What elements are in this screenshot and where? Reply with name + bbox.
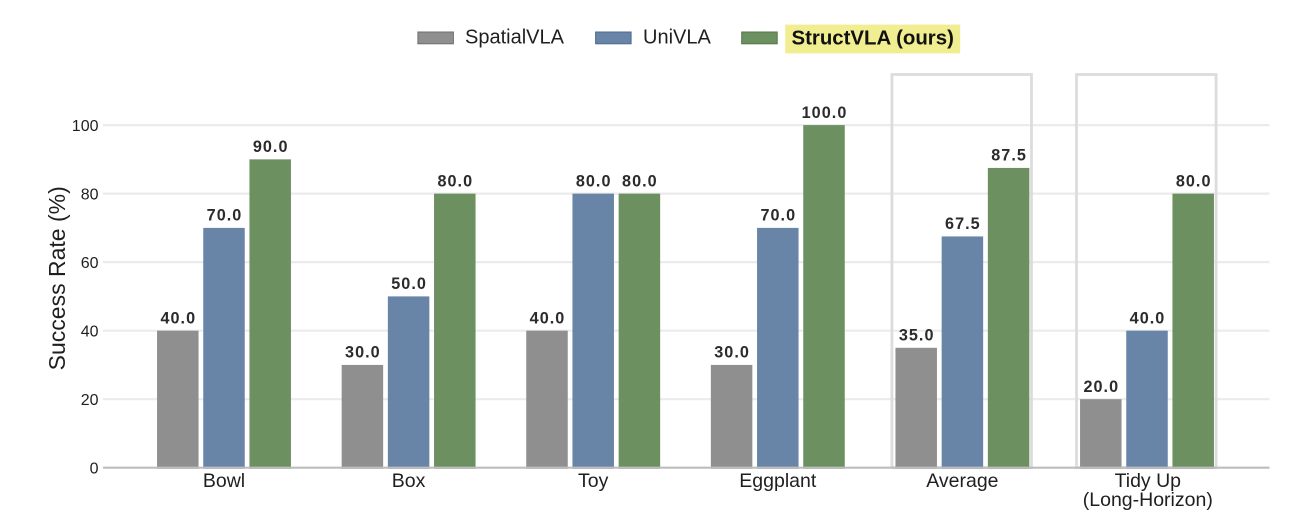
svg-text:SpatialVLA: SpatialVLA [465,27,565,49]
svg-text:Eggplant: Eggplant [739,470,817,492]
svg-text:30.0: 30.0 [345,344,381,362]
svg-text:Success Rate (%): Success Rate (%) [44,186,70,370]
svg-text:20.0: 20.0 [1083,378,1119,396]
svg-text:30.0: 30.0 [714,344,750,362]
svg-text:80.0: 80.0 [437,172,473,190]
svg-text:0: 0 [90,461,99,478]
svg-text:60: 60 [81,255,99,272]
svg-text:40.0: 40.0 [160,309,196,327]
svg-text:70.0: 70.0 [207,207,243,225]
svg-text:Box: Box [392,470,426,492]
svg-text:100.0: 100.0 [802,104,848,122]
svg-text:67.5: 67.5 [945,215,981,233]
svg-text:StructVLA (ours): StructVLA (ours) [792,28,954,50]
svg-text:Bowl: Bowl [203,470,245,492]
svg-text:50.0: 50.0 [391,275,427,293]
svg-text:35.0: 35.0 [899,327,935,345]
svg-text:(Long-Horizon): (Long-Horizon) [1083,489,1213,511]
svg-text:Toy: Toy [578,470,609,492]
svg-text:80: 80 [81,187,99,204]
svg-text:80.0: 80.0 [1176,172,1212,190]
svg-text:40.0: 40.0 [530,309,566,327]
svg-text:Tidy Up: Tidy Up [1115,470,1182,492]
svg-text:UniVLA: UniVLA [643,27,711,49]
svg-text:100: 100 [72,118,99,135]
svg-text:90.0: 90.0 [253,138,289,156]
svg-text:80.0: 80.0 [622,172,658,190]
svg-text:70.0: 70.0 [760,207,796,225]
svg-text:80.0: 80.0 [576,172,612,190]
svg-text:87.5: 87.5 [991,147,1027,165]
svg-text:Average: Average [926,470,998,492]
svg-text:20: 20 [81,392,99,409]
svg-text:40: 40 [81,324,99,341]
svg-text:40.0: 40.0 [1130,309,1166,327]
